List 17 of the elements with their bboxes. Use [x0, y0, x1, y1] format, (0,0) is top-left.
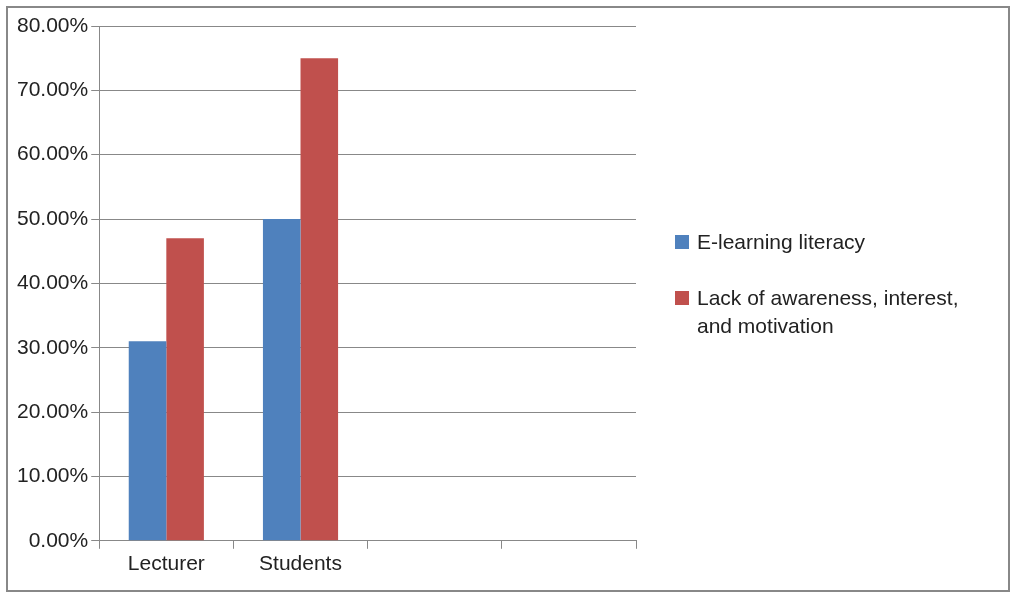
bar: [300, 58, 339, 541]
y-tick-label: 60.00%: [16, 141, 89, 165]
legend-label: E-learning literacy: [697, 229, 866, 255]
y-tick-label: 10.00%: [16, 463, 89, 487]
bar: [128, 341, 167, 541]
y-tick-label: 0.00%: [28, 527, 89, 551]
y-tick-label: 20.00%: [16, 398, 89, 422]
bar: [166, 238, 204, 541]
x-tick-label: Students: [259, 551, 342, 575]
y-tick-label: 80.00%: [16, 12, 89, 36]
x-tick-label: Lecturer: [127, 551, 205, 575]
legend-label: Lack of awareness, interest, and motivation: [697, 285, 960, 339]
y-tick-label: 40.00%: [16, 270, 89, 294]
y-tick-label: 50.00%: [16, 205, 89, 229]
y-tick-label: 30.00%: [16, 334, 89, 358]
y-tick-label: 70.00%: [16, 77, 89, 101]
bar: [262, 219, 301, 541]
